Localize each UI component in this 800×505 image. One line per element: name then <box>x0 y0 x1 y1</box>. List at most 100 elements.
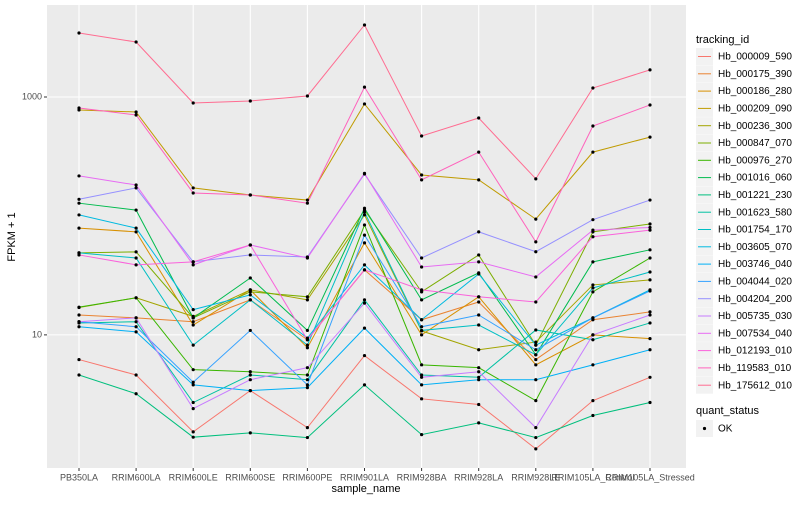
legend-label: Hb_000236_300 <box>718 121 792 132</box>
data-point <box>77 305 81 309</box>
data-point <box>591 333 595 337</box>
data-point <box>305 373 309 377</box>
data-point <box>591 413 595 418</box>
data-point <box>420 383 424 387</box>
data-point <box>591 235 595 239</box>
data-point <box>248 370 252 374</box>
data-point <box>477 253 481 257</box>
shape-legend-swatch <box>702 426 707 431</box>
data-point <box>420 333 424 337</box>
data-point <box>248 389 252 393</box>
data-point <box>305 383 309 387</box>
data-point <box>305 346 309 350</box>
data-point <box>77 325 81 329</box>
data-point <box>648 225 652 230</box>
data-point <box>648 337 652 341</box>
data-point <box>420 256 424 260</box>
data-point <box>477 272 481 276</box>
x-tick-label: RRIM600LA <box>112 472 161 482</box>
data-point <box>305 366 309 370</box>
legend-label: Hb_004204_200 <box>718 294 792 305</box>
legend-label: Hb_000976_270 <box>718 155 792 166</box>
data-point <box>648 400 652 405</box>
data-point <box>591 228 595 232</box>
data-point <box>191 380 195 384</box>
y-tick-label: 10 <box>32 329 42 339</box>
legend-label: Hb_005735_030 <box>718 311 792 322</box>
x-tick-label: RRIM928BA <box>397 472 447 482</box>
data-point <box>477 323 481 327</box>
data-point <box>362 233 367 237</box>
data-point <box>648 248 652 252</box>
x-tick-label: RRIM600LE <box>169 472 218 482</box>
data-point <box>248 253 252 257</box>
data-point <box>591 338 595 342</box>
data-point <box>77 253 81 257</box>
data-point <box>362 102 367 106</box>
data-point <box>420 363 424 367</box>
legend-label: Hb_001221_230 <box>718 190 792 201</box>
data-point <box>477 402 481 407</box>
data-point <box>534 426 538 430</box>
data-point <box>134 263 138 267</box>
x-tick-label: PB350LA <box>60 472 98 482</box>
data-point <box>420 397 424 401</box>
data-point <box>534 363 538 367</box>
y-tick-label: 1000 <box>22 91 42 101</box>
data-point <box>420 134 424 138</box>
data-point <box>248 293 252 297</box>
data-point <box>534 357 538 362</box>
data-point <box>477 230 481 234</box>
y-axis-label: FPKM + 1 <box>6 212 18 261</box>
x-tick-label: RRIM901LA <box>340 472 389 482</box>
legend-label: Hb_001623_580 <box>718 207 792 218</box>
data-point <box>648 321 652 325</box>
data-point <box>191 308 195 312</box>
data-point <box>305 338 309 342</box>
data-point <box>477 348 481 352</box>
data-point <box>134 320 138 324</box>
data-point <box>477 295 481 299</box>
data-point <box>648 270 652 274</box>
data-point <box>648 222 652 226</box>
data-point <box>248 431 252 435</box>
data-point <box>420 298 424 302</box>
legend-label: Hb_000175_390 <box>718 69 792 80</box>
data-point <box>648 313 652 317</box>
data-point <box>134 183 138 187</box>
data-point <box>477 313 481 317</box>
shape-legend-label: OK <box>718 424 733 435</box>
data-point <box>191 320 195 324</box>
data-point <box>134 230 138 234</box>
data-point <box>591 286 595 290</box>
shape-legend-title: quant_status <box>696 405 759 417</box>
data-point <box>134 256 138 260</box>
data-point <box>420 173 424 177</box>
data-point <box>648 310 652 314</box>
data-point <box>591 399 595 403</box>
data-point <box>305 201 309 205</box>
data-point <box>648 289 652 293</box>
data-point <box>591 86 595 90</box>
data-point <box>420 375 424 379</box>
data-point <box>362 263 367 267</box>
data-point <box>191 323 195 327</box>
data-point <box>648 278 652 282</box>
data-point <box>191 430 195 434</box>
data-point <box>248 99 252 103</box>
data-point <box>534 328 538 332</box>
data-point <box>305 295 309 299</box>
data-point <box>134 40 138 44</box>
data-point <box>362 171 367 175</box>
data-point <box>534 348 538 352</box>
legend-label: Hb_004044_020 <box>718 277 792 288</box>
data-point <box>77 313 81 317</box>
data-point <box>534 275 538 279</box>
data-point <box>134 325 138 329</box>
data-point <box>420 325 424 329</box>
data-point <box>362 298 367 302</box>
data-point <box>534 447 538 451</box>
data-point <box>534 399 538 403</box>
data-point <box>77 213 81 217</box>
data-point <box>134 226 138 230</box>
